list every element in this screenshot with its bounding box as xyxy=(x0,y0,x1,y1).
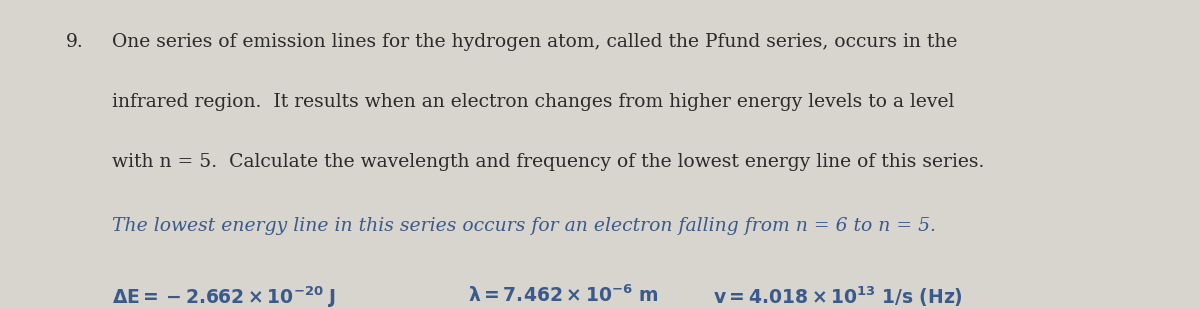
Text: $\mathbf{\Delta E = -2.662 \times 10^{-20}}$ $\mathbf{J}$: $\mathbf{\Delta E = -2.662 \times 10^{-2… xyxy=(113,284,336,309)
Text: One series of emission lines for the hydrogen atom, called the Pfund series, occ: One series of emission lines for the hyd… xyxy=(113,33,958,51)
Text: The lowest energy line in this series occurs for an electron falling from n = 6 : The lowest energy line in this series oc… xyxy=(113,217,936,235)
Text: $\mathbf{\lambda = 7.462 \times 10^{-6}}$ $\mathbf{m}$: $\mathbf{\lambda = 7.462 \times 10^{-6}}… xyxy=(468,284,658,306)
Text: infrared region.  It results when an electron changes from higher energy levels : infrared region. It results when an elec… xyxy=(113,93,954,111)
Text: with n = 5.  Calculate the wavelength and frequency of the lowest energy line of: with n = 5. Calculate the wavelength and… xyxy=(113,153,984,171)
Text: $\mathbf{v = 4.018 \times 10^{13}}$ $\mathbf{1/s\ (Hz)}$: $\mathbf{v = 4.018 \times 10^{13}}$ $\ma… xyxy=(713,284,962,308)
Text: 9.: 9. xyxy=(66,33,83,51)
